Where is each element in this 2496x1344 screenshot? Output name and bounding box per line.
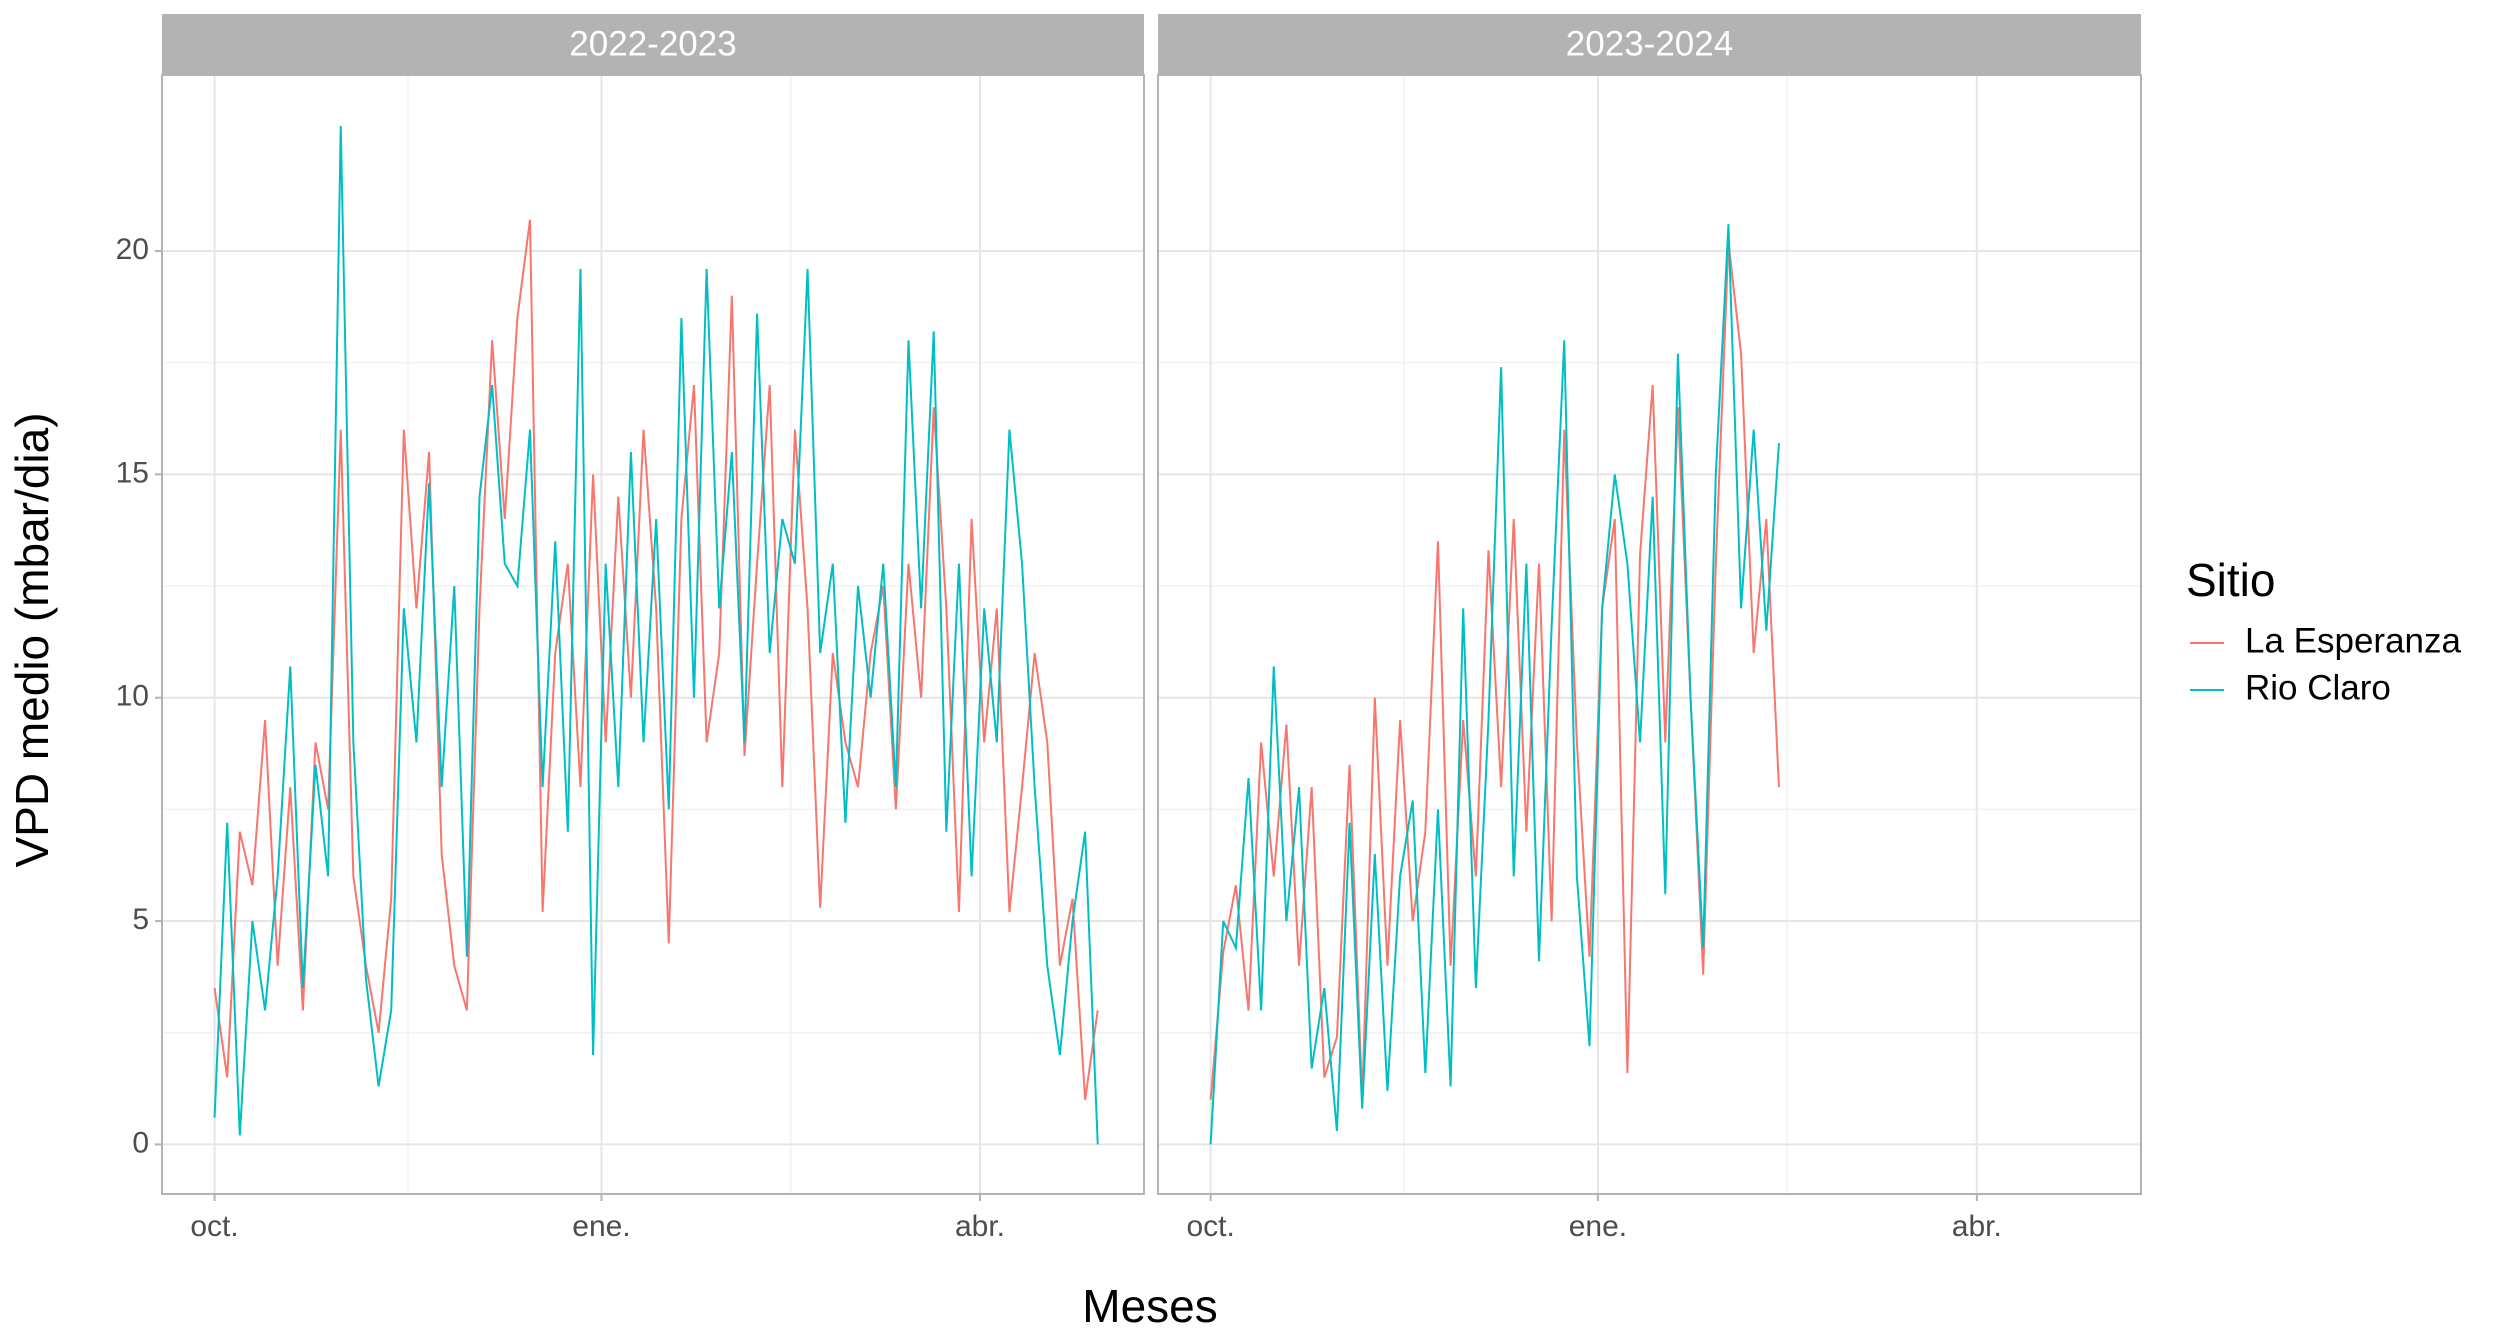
panel-border — [1157, 74, 2142, 1195]
x-tick-label: abr. — [955, 1210, 1005, 1243]
y-tick-label: 15 — [116, 456, 149, 489]
series-line — [1209, 241, 1780, 1100]
strip — [162, 14, 1144, 75]
x-tick-label: ene. — [572, 1210, 630, 1243]
x-tick-label: ene. — [1569, 1210, 1627, 1243]
strip — [1158, 14, 2141, 75]
legend-label: La Esperanza — [2245, 621, 2462, 660]
series-line — [213, 125, 1099, 1145]
strip-label: 2022-2023 — [569, 24, 736, 63]
series-line — [213, 219, 1099, 1100]
y-tick-label: 10 — [116, 680, 149, 713]
y-tick-label: 20 — [116, 233, 149, 266]
y-axis-title: VPD medio (mbar/dia) — [6, 412, 58, 867]
y-tick-label: 0 — [132, 1126, 149, 1159]
x-axis-title: Meses — [1082, 1280, 1217, 1332]
x-tick-label: oct. — [190, 1210, 238, 1243]
strip-label: 2023-2024 — [1566, 24, 1733, 63]
x-tick-label: oct. — [1186, 1210, 1234, 1243]
legend-label: Rio Claro — [2245, 668, 2391, 707]
series-line — [1209, 224, 1780, 1145]
y-tick-label: 5 — [132, 903, 149, 936]
legend-title: Sitio — [2186, 554, 2275, 606]
panel-border — [161, 74, 1145, 1195]
x-tick-label: abr. — [1952, 1210, 2002, 1243]
